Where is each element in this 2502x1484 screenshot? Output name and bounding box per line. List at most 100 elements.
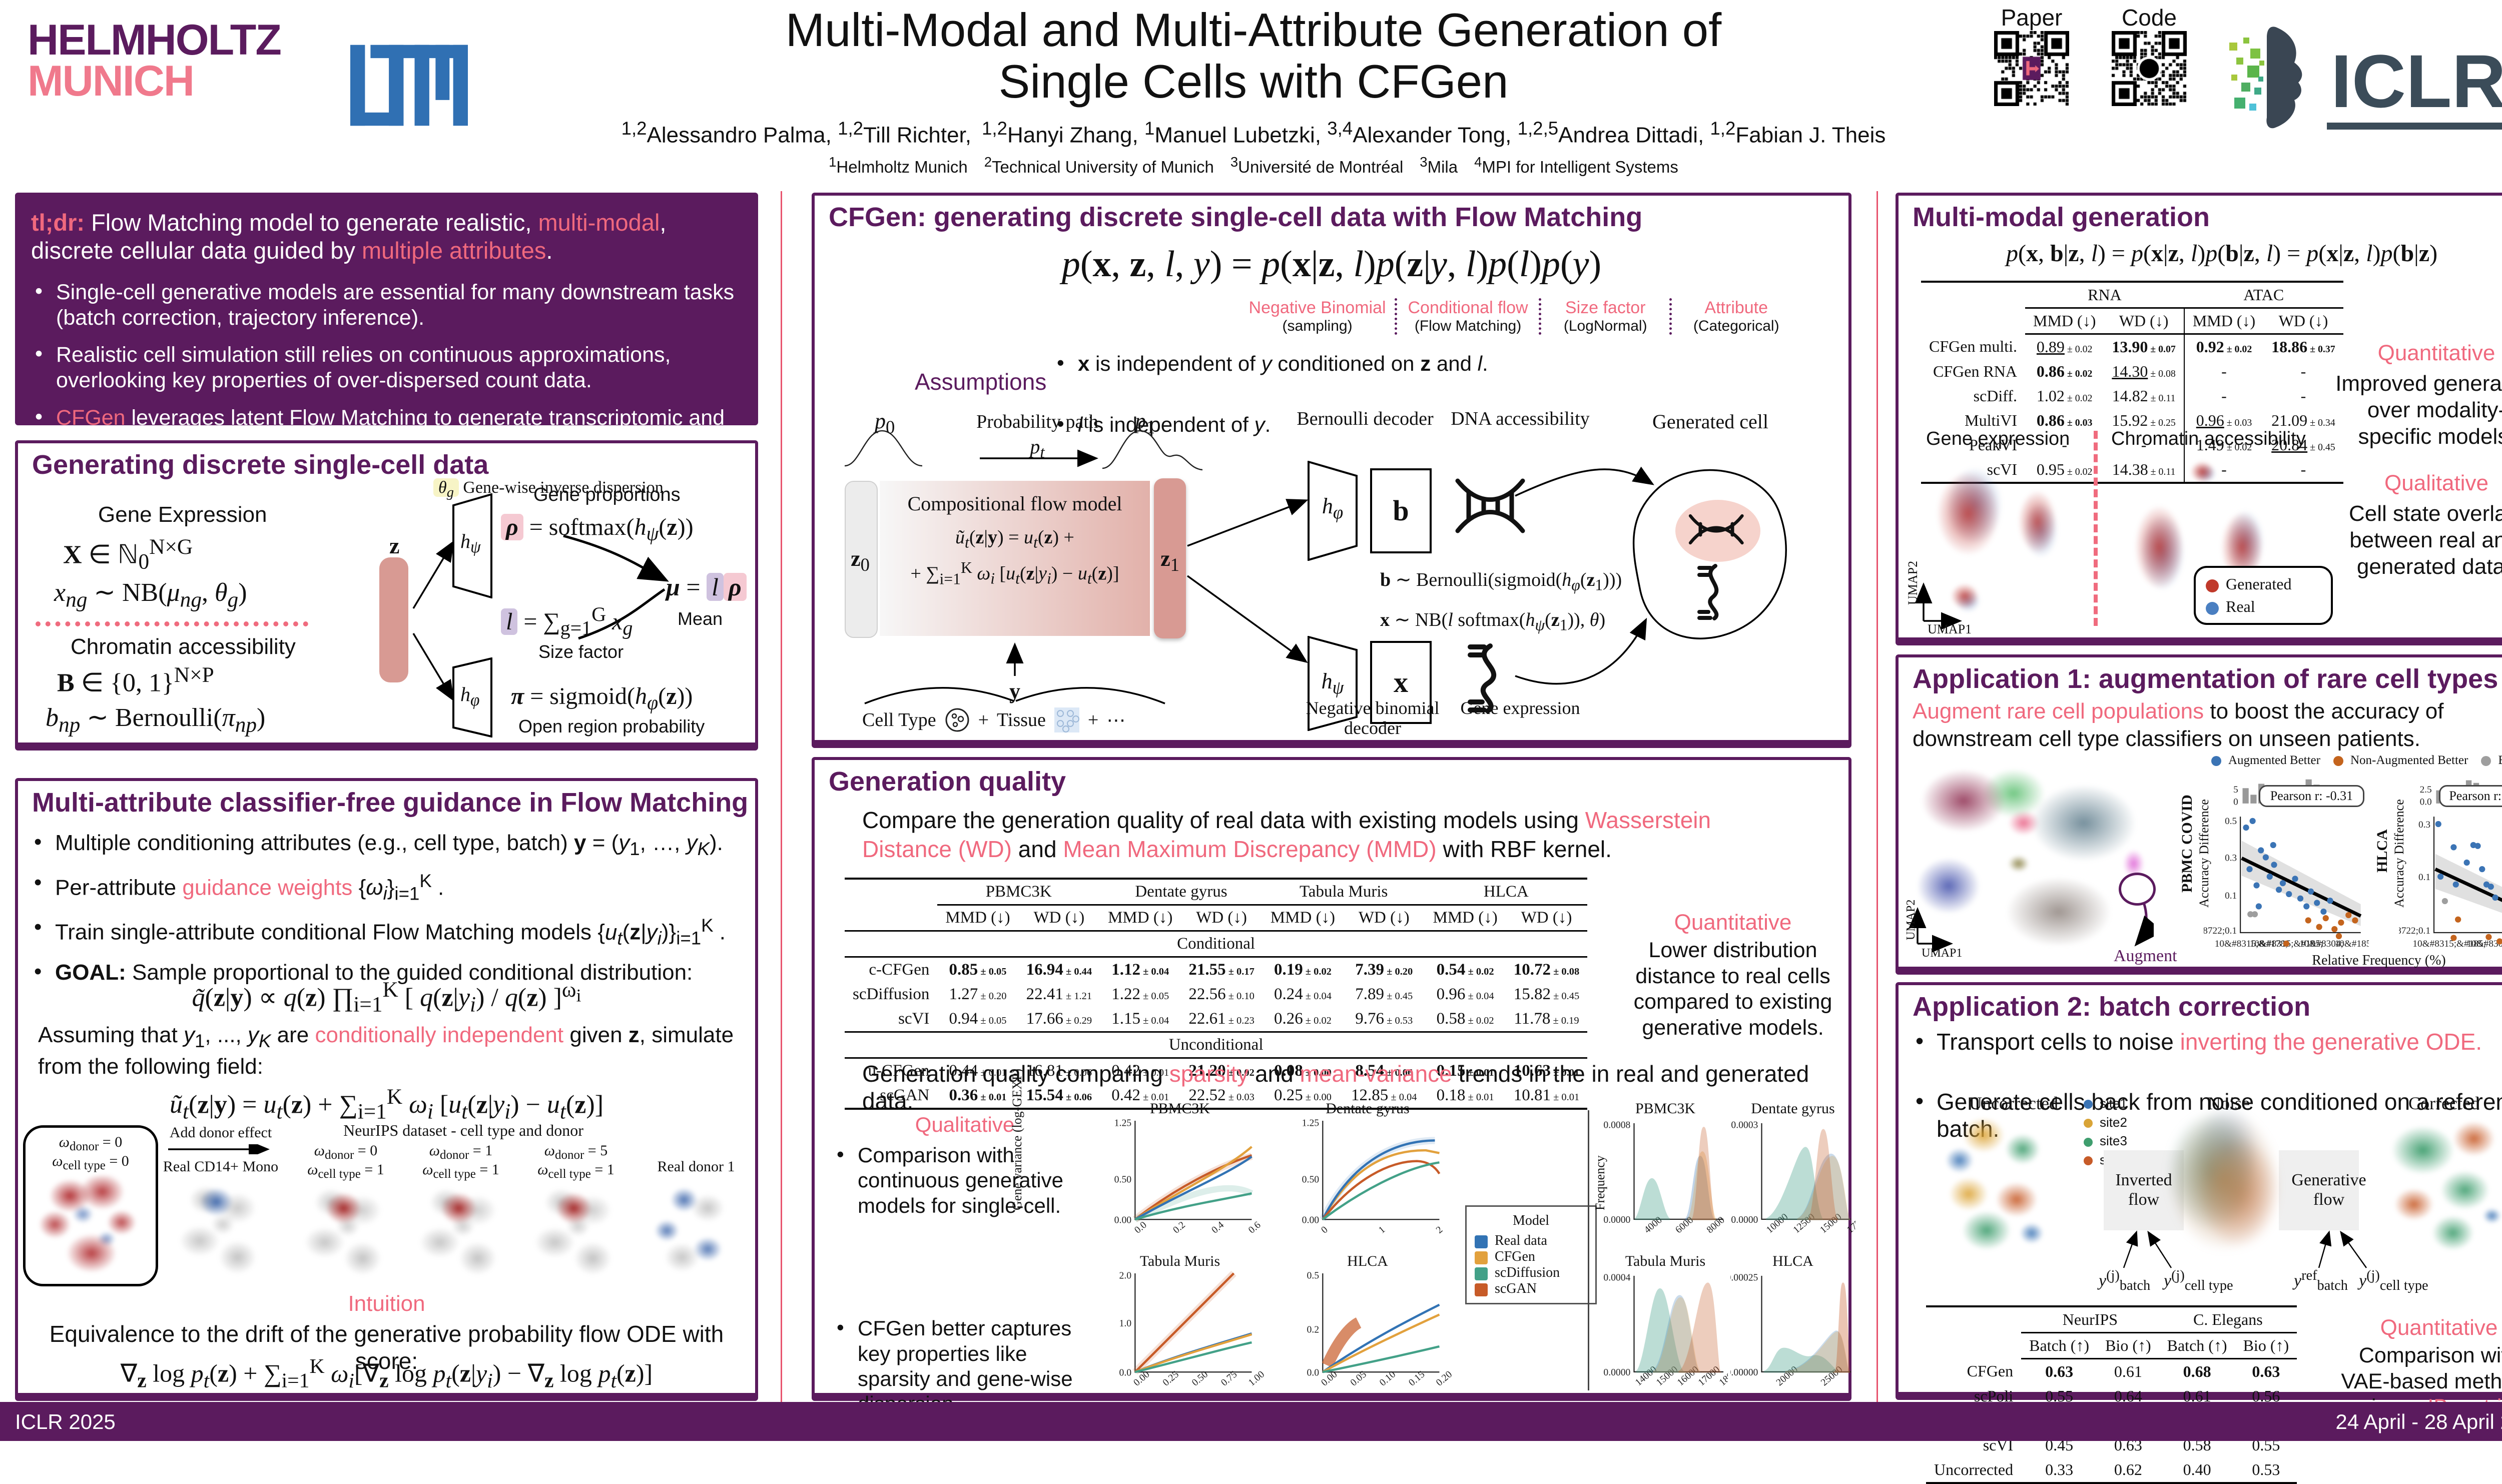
svg-text:2: 2	[1434, 1224, 1445, 1236]
omega-p3-2: ωcell type = 1	[307, 1161, 384, 1181]
svg-text:0.0004: 0.0004	[1603, 1272, 1630, 1283]
authors: 1,2Alessandro Palma, 1,2Till Richter, 1,…	[621, 118, 1886, 148]
multimodal-table: RNA ATAC MMD (↓) WD (↓) MMD (↓) WD (↓) CFGen m…	[1921, 281, 2343, 484]
svg-text:0.00000: 0.00000	[1730, 1367, 1758, 1378]
app1-title: Application 1: augmentation of rare cell…	[1913, 664, 2498, 694]
omega-celltype-0: ωcell type = 0	[52, 1153, 129, 1172]
legend-site1: site1	[2084, 1094, 2127, 1113]
mean-label: Mean	[678, 608, 723, 629]
pearson-pbmc: Pearson r: -0.31	[2259, 785, 2364, 807]
genquality-quant-label: Quantitative	[1674, 910, 1792, 935]
tldr-intro: Flow Matching model to generate realisti…	[31, 209, 667, 264]
real-donor-label: Real donor 1	[657, 1158, 735, 1175]
svg-text:0.1: 0.1	[2225, 891, 2237, 901]
legend-scgan: scGAN	[1475, 1281, 1587, 1297]
poster-title-line2: Single Cells with CFGen	[998, 55, 1509, 108]
legend-augmented-better: Augmented Better	[2211, 754, 2320, 768]
trends-sentence: Generation quality comparing sparsity an…	[862, 1061, 1809, 1114]
add-donor-label: Add donor effect	[169, 1124, 272, 1141]
omega-donor-0: ωdonor = 0	[59, 1134, 123, 1153]
formula-rho: ρ = softmax(hψ(z))	[501, 513, 694, 545]
multimodal-formula: p(x, b|z, l) = p(x|z, l)p(b|z, l) = p(x|…	[2006, 240, 2438, 267]
discrete-title: Generating discrete single-cell data	[32, 450, 489, 480]
legend-cfgen: CFGen	[1475, 1249, 1587, 1265]
omega-p4-2: ωcell type = 1	[422, 1161, 499, 1181]
generated-cell-label: Generated cell	[1652, 410, 1769, 433]
x-box: x	[1370, 641, 1432, 724]
tldr-bullet-2: Realistic cell simulation still relies o…	[28, 341, 744, 393]
unguided-box: ωdonor = 0 ωcell type = 0	[23, 1125, 158, 1286]
multimodal-panel: Multi-modal generation p(x, b|z, l) = p(…	[1896, 193, 2502, 645]
scatter-ylabel-1: Gene variance (log-GEXP)	[1010, 1069, 1024, 1210]
pearson-hlca: Pearson r: -0.29	[2439, 785, 2502, 807]
iclr-logo: ICLR	[2327, 40, 2502, 130]
svg-text:0.00: 0.00	[1114, 1214, 1132, 1225]
h-psi-decoder	[1308, 636, 1358, 731]
svg-text:0: 0	[1319, 1224, 1330, 1235]
generated-real-legend: Generated Real	[2194, 566, 2333, 625]
pbmc-covid-name: PBMC COVID	[2179, 795, 2195, 893]
genquality-quant-text: Lower distribution distance to real cell…	[1633, 938, 1832, 1040]
app1-legend: Augmented Better Non-Augmented Better Eq…	[2211, 754, 2502, 768]
svg-text:&#8722;0.1: &#8722;0.1	[2204, 926, 2237, 936]
header: HELMHOLTZ MUNICH Multi-Modal and Multi-A…	[0, 0, 2502, 188]
z0-block	[845, 481, 878, 638]
rna-icon	[1468, 643, 1497, 713]
condition-row: Cell Type + Tissue + ⋯	[862, 707, 1182, 733]
svg-text:0.50: 0.50	[1114, 1174, 1132, 1185]
svg-text:0.5: 0.5	[2225, 816, 2237, 827]
size-factor-label: Size factor	[538, 641, 624, 662]
svg-text:0: 0	[2233, 797, 2238, 808]
svg-text:1.25: 1.25	[1114, 1118, 1132, 1129]
qr-paper-label: Paper	[2001, 5, 2063, 31]
svg-text:0.0: 0.0	[1132, 1219, 1149, 1236]
legend-site2: site2	[2084, 1113, 2127, 1132]
umap-corrected	[2369, 1110, 2502, 1253]
footer-bar: ICLR 2025 24 April - 28 April 2025	[0, 1402, 2502, 1441]
equivalence-text: Equivalence to the drift of the generati…	[49, 1321, 724, 1374]
svg-text:0.3: 0.3	[2225, 853, 2237, 864]
footer-right: 24 April - 28 April 2025	[2335, 1410, 2502, 1433]
x-sample-formula: x ∼ NB(l softmax(hψ(z1)), θ)	[1380, 609, 1606, 634]
assume-text: Assuming that y1, ..., yK are conditiona…	[38, 1023, 734, 1079]
app1-umap1: UMAP1	[1922, 947, 1963, 960]
cell-type-icon	[945, 708, 969, 732]
formula-X: X ∈ ℕ0N×G	[63, 535, 193, 574]
augment-circle	[2119, 873, 2156, 906]
poster-title: Multi-Modal and Multi-Attribute Generati…	[671, 4, 1836, 108]
formula-bnp: bnp ∼ Bernoulli(πnp)	[46, 703, 266, 737]
label-ycelltype-j: y(j)cell type	[2164, 1268, 2233, 1294]
flow-box-title: Compositional flow model	[907, 492, 1122, 515]
umap-strip: ωdonor = 0 ωcell type = 0 Add donor effe…	[18, 1121, 755, 1286]
app2-title: Application 2: batch correction	[1913, 992, 2311, 1022]
legend-generated: Generated	[2206, 575, 2321, 593]
z-label: z	[389, 533, 400, 558]
svg-text:0.00: 0.00	[1302, 1214, 1320, 1225]
cfgen-title: CFGen: generating discrete single-cell d…	[829, 202, 1643, 232]
tldr-label: tl;dr:	[31, 209, 85, 236]
poster-title-line1: Multi-Modal and Multi-Attribute Generati…	[785, 4, 1722, 56]
dots: ⋯	[1106, 709, 1126, 731]
plus-2: +	[1087, 709, 1099, 730]
app1-xlabel: Relative Frequency (%)	[2312, 953, 2446, 968]
flow-box-f1: ũt(z|y) = ut(z) +	[955, 527, 1074, 551]
term-negative-binomial: Negative Binomial (sampling)	[1248, 298, 1386, 334]
svg-text:0.2: 0.2	[1171, 1219, 1187, 1236]
h-psi-encoder	[452, 493, 492, 598]
h-phi-encoder	[452, 657, 492, 737]
model-legend-title: Model	[1512, 1213, 1550, 1228]
column-divider-right	[1876, 191, 1878, 1402]
legend-equal: Equal Performance	[2481, 754, 2502, 768]
umap1-label: UMAP1	[1928, 622, 1972, 636]
app2-bullet-1: Transport cells to noise inverting the g…	[1909, 1027, 2502, 1055]
scatter-dentate: 0.00 0.50 1.25 0 1 2	[1302, 1118, 1445, 1236]
h-phi-decoder-label: hφ	[1322, 494, 1344, 522]
h-phi-decoder	[1308, 461, 1358, 561]
p1-label: p1	[1135, 409, 1155, 437]
plots-divider	[1588, 1110, 1589, 1390]
helmholtz-logo: HELMHOLTZ MUNICH	[28, 19, 282, 102]
genquality-title: Generation quality	[829, 767, 1066, 797]
svg-text:1.0: 1.0	[1119, 1318, 1132, 1329]
guidance-bullet-4: GOAL: Sample proportional to the guided …	[27, 958, 748, 986]
tldr-bullet-1: Single-cell generative models are essent…	[28, 279, 744, 330]
